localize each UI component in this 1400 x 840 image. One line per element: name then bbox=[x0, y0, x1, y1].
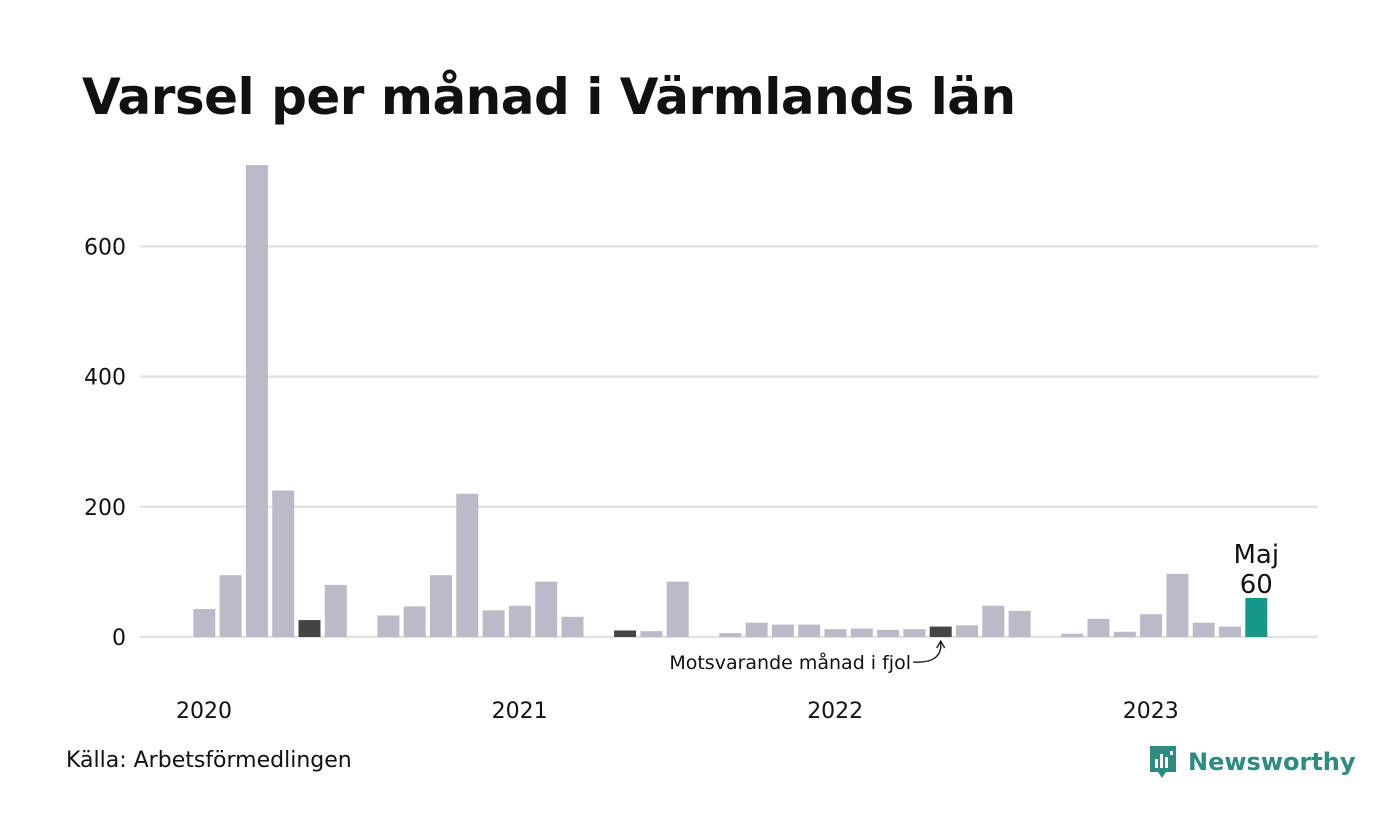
x-tick-label: 2021 bbox=[492, 699, 548, 724]
bar bbox=[272, 490, 295, 637]
bar bbox=[193, 609, 216, 637]
bar bbox=[1219, 626, 1241, 637]
bar bbox=[745, 622, 768, 637]
bar bbox=[824, 629, 847, 637]
gridlines bbox=[140, 245, 1318, 639]
x-axis-ticks: 2020 2021 2022 2023 bbox=[176, 699, 1179, 724]
bar bbox=[982, 605, 1005, 637]
bar bbox=[324, 584, 347, 637]
highlight-value-label: 60 bbox=[1240, 570, 1273, 600]
bar bbox=[1061, 633, 1084, 637]
bar-highlight bbox=[1245, 597, 1268, 637]
bar bbox=[666, 581, 689, 637]
bar bbox=[561, 616, 584, 637]
highlight-month-label: Maj bbox=[1234, 540, 1280, 570]
x-tick-label: 2023 bbox=[1123, 699, 1179, 724]
bar bbox=[1140, 614, 1163, 637]
bar bbox=[956, 625, 978, 637]
bar bbox=[1008, 610, 1031, 637]
bar bbox=[1166, 573, 1189, 637]
x-tick-label: 2022 bbox=[807, 699, 863, 724]
y-tick-label: 400 bbox=[84, 366, 126, 391]
chart-title: Varsel per månad i Värmlands län bbox=[82, 68, 1016, 126]
bar bbox=[1192, 622, 1215, 637]
bar bbox=[430, 575, 452, 637]
bars bbox=[193, 165, 1268, 637]
bar bbox=[798, 624, 821, 637]
bar bbox=[640, 631, 663, 637]
y-axis-ticks: 0 200 400 600 bbox=[84, 235, 126, 651]
bar bbox=[1113, 631, 1136, 637]
bar bbox=[245, 165, 268, 637]
bar-previous-year bbox=[929, 626, 952, 637]
bar-previous-year bbox=[614, 630, 637, 637]
newsworthy-logo-icon bbox=[1150, 746, 1176, 778]
brand[interactable]: Newsworthy bbox=[1148, 744, 1356, 780]
bar bbox=[850, 628, 873, 637]
bar bbox=[377, 615, 400, 637]
annotation-arrow-head bbox=[936, 639, 946, 649]
bar bbox=[877, 629, 900, 637]
y-tick-label: 600 bbox=[84, 235, 126, 260]
bar bbox=[403, 606, 426, 637]
source-label: Källa: Arbetsförmedlingen bbox=[66, 748, 352, 773]
bar bbox=[771, 624, 794, 637]
y-tick-label: 0 bbox=[112, 626, 126, 651]
annotation-arrow-line bbox=[912, 641, 942, 663]
bar bbox=[508, 605, 531, 637]
bar-previous-year bbox=[298, 620, 321, 637]
previous-year-annotation: Motsvarande månad i fjol bbox=[669, 651, 911, 674]
y-tick-label: 200 bbox=[84, 496, 126, 521]
brand-name: Newsworthy bbox=[1188, 748, 1356, 776]
bar bbox=[456, 493, 479, 637]
bar bbox=[219, 575, 242, 637]
bar bbox=[1087, 618, 1110, 637]
bar bbox=[719, 633, 742, 637]
bar bbox=[482, 610, 505, 637]
x-tick-label: 2020 bbox=[176, 699, 232, 724]
bar bbox=[903, 629, 926, 637]
bar bbox=[535, 581, 558, 637]
